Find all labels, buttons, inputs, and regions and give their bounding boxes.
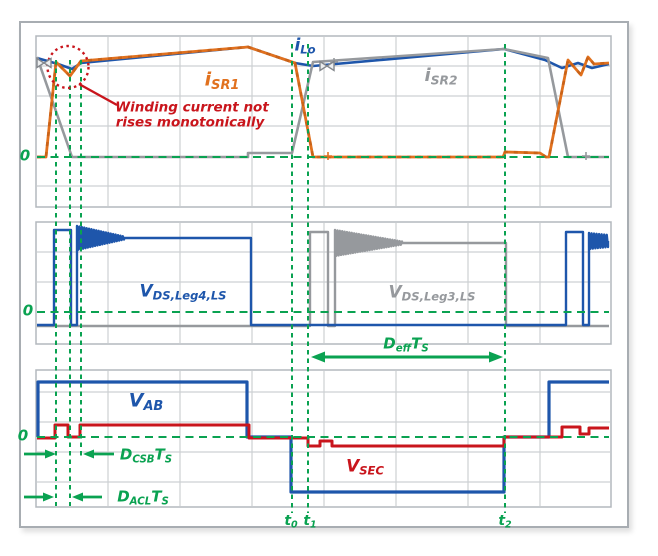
plus-marker (582, 152, 590, 160)
deff-arrow-head-right (489, 351, 503, 363)
waveform-vds-leg4-ls (37, 224, 610, 327)
highlight-circle (46, 44, 90, 90)
dacl-arrow-right-head (43, 492, 54, 502)
dacl-arrow-left-head (72, 492, 83, 502)
dcsb-arrow-right-head (45, 449, 56, 459)
dcsb-arrow-left-head (83, 449, 94, 459)
bowtie-marker (319, 60, 335, 72)
waveform-i-SR1-dash (37, 45, 610, 159)
annotation-leader-line (78, 82, 118, 107)
deff-arrow-head-left (311, 351, 325, 363)
waveform-v-SEC (37, 423, 609, 448)
waveform-vds-leg3-ls (37, 228, 609, 328)
plus-marker (324, 152, 332, 160)
bowtie-marker (36, 57, 52, 69)
